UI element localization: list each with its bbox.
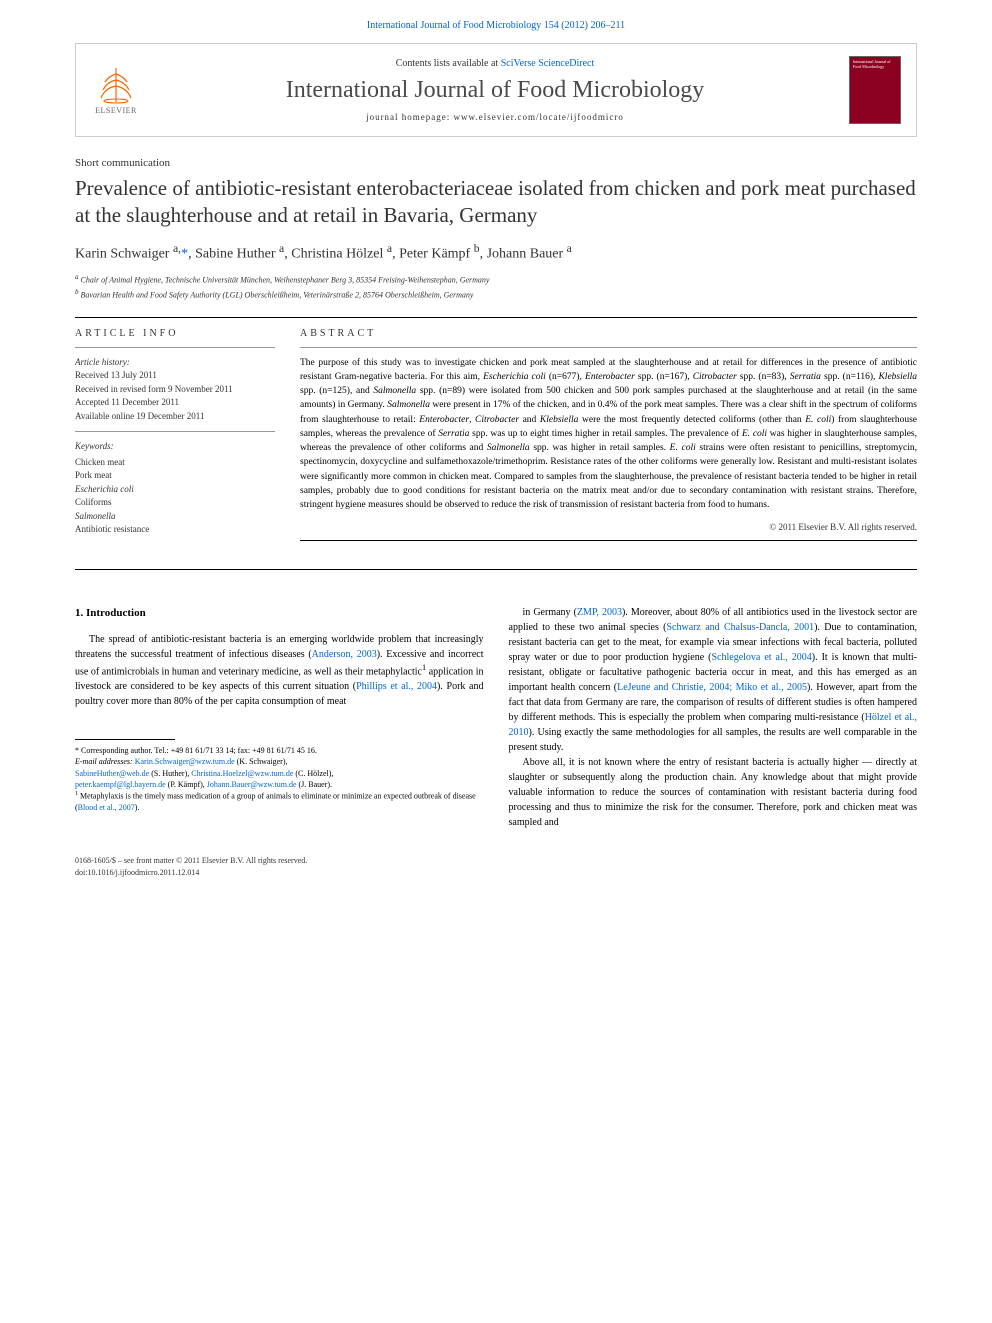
footnote-1: 1 Metaphylaxis is the timely mass medica… bbox=[75, 790, 484, 813]
history-online: Available online 19 December 2011 bbox=[75, 410, 275, 424]
issn-copyright: 0168-1605/$ – see front matter © 2011 El… bbox=[75, 855, 917, 866]
body-columns: 1. Introduction The spread of antibiotic… bbox=[75, 605, 917, 830]
homepage-url[interactable]: www.elsevier.com/locate/ijfoodmicro bbox=[454, 112, 624, 122]
journal-header: ELSEVIER Contents lists available at Sci… bbox=[75, 43, 917, 137]
divider bbox=[75, 569, 917, 570]
affiliations: a Chair of Animal Hygiene, Technische Un… bbox=[75, 272, 917, 301]
keyword: Pork meat bbox=[75, 469, 275, 483]
authors-list: Karin Schwaiger a,*, Sabine Huther a, Ch… bbox=[75, 242, 917, 263]
divider bbox=[75, 317, 917, 318]
body-col-left: 1. Introduction The spread of antibiotic… bbox=[75, 605, 484, 830]
body-paragraph: in Germany (ZMP, 2003). Moreover, about … bbox=[509, 605, 918, 755]
email-addresses: E-mail addresses: Karin.Schwaiger@wzw.tu… bbox=[75, 756, 484, 790]
citation-link[interactable]: Blood et al., 2007 bbox=[78, 803, 135, 812]
elsevier-logo[interactable]: ELSEVIER bbox=[91, 63, 141, 118]
sciencedirect-link[interactable]: SciVerse ScienceDirect bbox=[501, 58, 595, 69]
email-link[interactable]: SabineHuther@web.de bbox=[75, 769, 149, 778]
article-history: Article history: Received 13 July 2011 R… bbox=[75, 356, 275, 424]
body-paragraph: Above all, it is not known where the ent… bbox=[509, 755, 918, 830]
journal-citation-link[interactable]: International Journal of Food Microbiolo… bbox=[0, 0, 992, 43]
abstract-text: The purpose of this study was to investi… bbox=[300, 356, 917, 513]
keyword: Escherichia coli bbox=[75, 483, 275, 497]
section-heading-intro: 1. Introduction bbox=[75, 605, 484, 622]
contents-line: Contents lists available at SciVerse Sci… bbox=[156, 58, 834, 69]
journal-title: International Journal of Food Microbiolo… bbox=[156, 77, 834, 104]
corresponding-author: * Corresponding author. Tel.: +49 81 61/… bbox=[75, 745, 484, 756]
contents-prefix: Contents lists available at bbox=[396, 58, 501, 69]
affiliation-b: b Bavarian Health and Food Safety Author… bbox=[75, 287, 917, 302]
history-accepted: Accepted 11 December 2011 bbox=[75, 396, 275, 410]
footnote-separator bbox=[75, 739, 175, 740]
email-link[interactable]: Johann.Bauer@wzw.tum.de bbox=[207, 780, 297, 789]
abstract-header: abstract bbox=[300, 328, 917, 339]
body-paragraph: The spread of antibiotic-resistant bacte… bbox=[75, 632, 484, 709]
history-label: Article history: bbox=[75, 356, 275, 370]
cover-text: International Journal ofFood Microbiolog… bbox=[853, 60, 897, 70]
footnotes: * Corresponding author. Tel.: +49 81 61/… bbox=[75, 745, 484, 813]
bottom-bar: 0168-1605/$ – see front matter © 2011 El… bbox=[75, 855, 917, 877]
article-title: Prevalence of antibiotic-resistant enter… bbox=[75, 175, 917, 230]
homepage-prefix: journal homepage: bbox=[366, 112, 453, 122]
email-link[interactable]: peter.kaempf@lgl.bayern.de bbox=[75, 780, 166, 789]
history-revised: Received in revised form 9 November 2011 bbox=[75, 383, 275, 397]
article-type: Short communication bbox=[75, 157, 917, 169]
article-info-sidebar: article info Article history: Received 1… bbox=[75, 328, 275, 550]
keyword: Chicken meat bbox=[75, 456, 275, 470]
keyword: Salmonella bbox=[75, 510, 275, 524]
history-received: Received 13 July 2011 bbox=[75, 369, 275, 383]
body-col-right: in Germany (ZMP, 2003). Moreover, about … bbox=[509, 605, 918, 830]
keyword: Coliforms bbox=[75, 496, 275, 510]
abstract-column: abstract The purpose of this study was t… bbox=[300, 328, 917, 550]
journal-homepage: journal homepage: www.elsevier.com/locat… bbox=[156, 112, 834, 122]
keyword: Antibiotic resistance bbox=[75, 523, 275, 537]
keywords-block: Keywords: Chicken meat Pork meat Escheri… bbox=[75, 440, 275, 537]
abstract-copyright: © 2011 Elsevier B.V. All rights reserved… bbox=[300, 522, 917, 532]
email-link[interactable]: Karin.Schwaiger@wzw.tum.de bbox=[135, 757, 235, 766]
elsevier-label: ELSEVIER bbox=[95, 106, 137, 115]
affiliation-a: a Chair of Animal Hygiene, Technische Un… bbox=[75, 272, 917, 287]
article-info-header: article info bbox=[75, 328, 275, 339]
doi: doi:10.1016/j.ijfoodmicro.2011.12.014 bbox=[75, 867, 917, 878]
header-center: Contents lists available at SciVerse Sci… bbox=[141, 58, 849, 122]
journal-cover-thumbnail[interactable]: International Journal ofFood Microbiolog… bbox=[849, 56, 901, 124]
email-link[interactable]: Christina.Hoelzel@wzw.tum.de bbox=[191, 769, 293, 778]
elsevier-tree-icon bbox=[95, 66, 137, 104]
keywords-label: Keywords: bbox=[75, 440, 275, 454]
